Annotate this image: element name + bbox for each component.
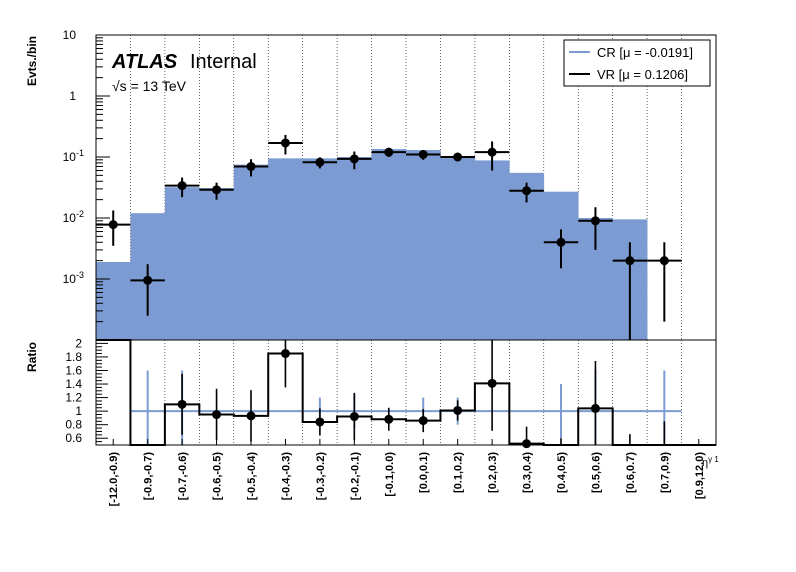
x-tick-label: [0.6,0.7)	[625, 452, 637, 493]
cr-bar	[268, 158, 303, 340]
ratio-vr-point	[280, 349, 290, 359]
main-y-tick-label: 1	[69, 89, 76, 103]
x-tick-label: [0.4,0.5)	[556, 452, 568, 493]
vr-point	[108, 220, 118, 230]
vr-point	[418, 149, 428, 159]
vr-point	[280, 138, 290, 148]
legend-box	[563, 39, 711, 87]
ratio-vr-point	[177, 399, 187, 409]
ratio-vr-point	[384, 414, 394, 424]
cr-bar	[96, 261, 131, 340]
main-y-tick-label: 10-1	[63, 148, 84, 164]
ratio-y-tick-label: 0.6	[65, 431, 82, 445]
vr-point	[522, 186, 532, 196]
ratio-frame	[95, 339, 717, 446]
x-tick-label: [-0.6,-0.5)	[212, 452, 224, 501]
ratio-y-tick-label: 1	[75, 404, 82, 418]
x-tick-label: [-0.5,-0.4)	[246, 452, 258, 501]
ratio-vr-point	[349, 412, 359, 422]
cr-bar	[371, 149, 407, 340]
x-tick-label: [0.7,0.9)	[659, 452, 671, 493]
cr-histogram	[96, 149, 648, 340]
ratio-y-tick-label: 2	[75, 336, 82, 350]
vr-point	[590, 216, 600, 226]
cr-bar	[337, 157, 372, 340]
atlas-experiment: ATLAS	[111, 51, 178, 73]
ratio-vr-point	[212, 410, 222, 420]
vr-point	[143, 275, 153, 285]
legend-vr-label: VR [μ = 0.1206]	[597, 67, 688, 82]
ratio-vr-point	[418, 416, 428, 426]
vr-point	[246, 161, 256, 171]
cr-bar	[440, 157, 476, 340]
x-tick-label: [0.3,0.4)	[522, 452, 534, 493]
x-tick-label: [0.9,12.0)	[694, 452, 706, 499]
x-tick-label: [-0.2,-0.1)	[349, 452, 361, 501]
ratio-grid	[130, 340, 682, 445]
x-tick-label: [0.0,0.1)	[418, 452, 430, 493]
vr-point	[315, 157, 325, 167]
ratio-vr-point	[246, 411, 256, 421]
ratio-y-tick-label: 1.6	[65, 363, 82, 377]
x-tick-label: [-0.1,0.0)	[384, 452, 396, 497]
x-tick-label: [-0.9,-0.7)	[143, 452, 155, 501]
cr-bar	[474, 160, 510, 340]
x-tick-label: [-0.7,-0.6)	[177, 452, 189, 501]
x-axis-title: ηγ 1	[702, 455, 719, 469]
x-tick-label: [0.2,0.3)	[487, 452, 499, 493]
vr-point	[384, 147, 394, 157]
ratio-vr-point	[315, 417, 325, 427]
x-tick-label: [-0.4,-0.3)	[280, 452, 292, 501]
vr-point	[659, 256, 669, 266]
vr-points	[96, 134, 682, 340]
cr-bar	[164, 187, 200, 340]
y-axis-title: Evts./bin	[25, 36, 39, 86]
ratio-y-tick-label: 1.4	[65, 377, 82, 391]
x-tick-label: [-0.3,-0.2)	[315, 452, 327, 501]
ratio-axes: 21.81.61.41.210.80.6	[65, 336, 717, 446]
ratio-vr-point	[453, 405, 463, 415]
ratio-vr-point	[487, 378, 497, 388]
ratio-y-tick-label: 1.8	[65, 350, 82, 364]
vr-point	[453, 152, 463, 162]
vr-point	[487, 147, 497, 157]
vr-point	[556, 237, 566, 247]
ratio-vr-histogram	[96, 339, 716, 449]
vr-point	[177, 181, 187, 191]
cr-bar	[406, 150, 441, 340]
cr-bar	[199, 188, 235, 340]
vr-point	[625, 256, 635, 266]
main-y-tick-label: 10-3	[63, 270, 84, 286]
main-y-tick-label: 10	[63, 28, 77, 42]
ratio-y-tick-label: 1.2	[65, 391, 82, 405]
atlas-status: Internal	[190, 51, 257, 73]
legend: CR [μ = -0.0191] VR [μ = 0.1206]	[563, 39, 711, 87]
vr-point	[349, 154, 359, 164]
ratio-y-tick-label: 0.8	[65, 418, 82, 432]
atlas-label: ATLAS Internal √s = 13 TeV	[111, 51, 257, 94]
cr-bar	[302, 158, 338, 340]
main-y-tick-label: 10-2	[63, 209, 84, 225]
ratio-vr-point	[590, 403, 600, 413]
ratio-axis-title: Ratio	[25, 342, 39, 372]
cr-bar	[233, 164, 269, 340]
x-tick-labels: [-12.0,-0.9) [-0.9,-0.7) [-0.7,-0.6) [-0.6,…	[108, 452, 706, 507]
legend-cr-label: CR [μ = -0.0191]	[597, 45, 693, 60]
x-tick-label: [0.1,0.2)	[453, 452, 465, 493]
energy-label: √s = 13 TeV	[112, 78, 187, 94]
x-tick-label: [0.5,0.6)	[590, 452, 602, 493]
vr-point	[212, 185, 222, 195]
x-tick-label: [-12.0,-0.9)	[108, 452, 120, 507]
